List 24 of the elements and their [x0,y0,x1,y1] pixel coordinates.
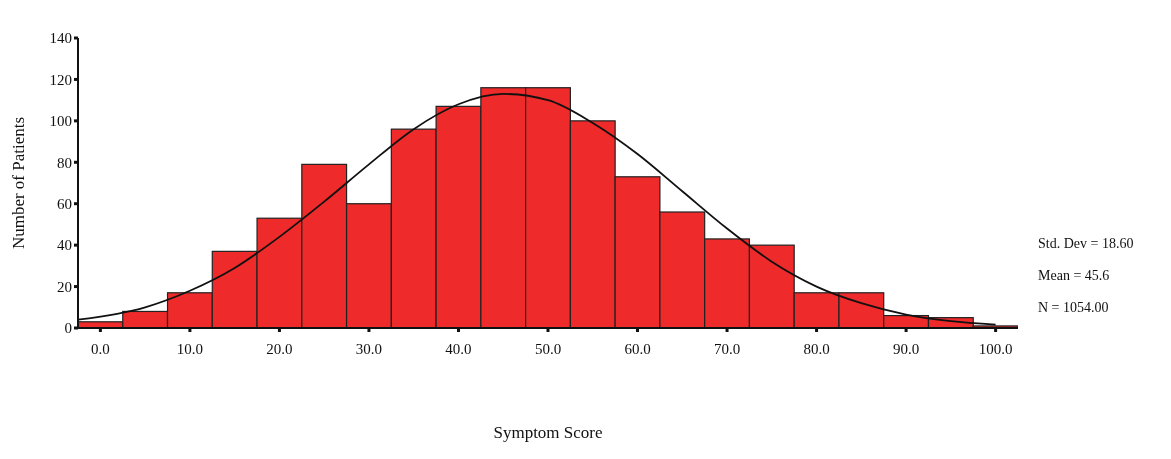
text: N = 1054.00 [1038,299,1110,317]
y-tick-label: 100 [49,113,72,130]
y-tick-label: 140 [49,30,72,47]
x-tick-label: 80.0 [803,341,830,357]
text: Std. Dev = 18.60 [1038,235,1134,253]
x-tick-label: 50.0 [534,341,562,357]
y-tick-label: 80 [57,154,72,171]
y-tick-label: 0 [64,320,72,337]
y-tick-label: 120 [49,71,72,88]
x-tick-label: 90.0 [892,341,920,357]
x-tick-label: 30.0 [355,341,383,357]
x-tick-label: 20.0 [266,341,293,357]
x-tick-label: 70.0 [713,341,741,357]
x-tick-label: 0.0 [91,341,110,357]
y-tick-label: 40 [57,237,72,254]
x-axis-title: Symptom Score [493,423,603,442]
x-tick-label: 60.0 [624,341,651,357]
x-tick-label: 40.0 [445,341,472,357]
x-tick-label: 10.0 [176,341,204,357]
y-tick-label: 60 [57,196,72,213]
y-axis-title: Number of Patients [9,116,29,250]
text: Mean = 45.6 [1038,267,1111,285]
x-tick-label: 100.0 [978,341,1013,357]
y-tick-label: 20 [57,278,72,295]
